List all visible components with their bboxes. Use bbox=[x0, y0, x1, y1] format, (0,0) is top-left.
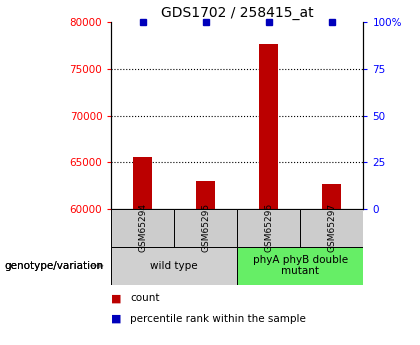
Text: genotype/variation: genotype/variation bbox=[4, 261, 103, 270]
Bar bbox=[111, 209, 174, 247]
Bar bbox=[260, 44, 278, 209]
Text: count: count bbox=[130, 294, 160, 303]
Text: GSM65297: GSM65297 bbox=[327, 203, 336, 252]
Bar bbox=[111, 247, 237, 285]
Text: ■: ■ bbox=[111, 314, 122, 324]
Bar bbox=[237, 209, 300, 247]
Bar bbox=[174, 209, 237, 247]
Bar bbox=[134, 157, 152, 209]
Text: ■: ■ bbox=[111, 294, 122, 303]
Text: GSM65294: GSM65294 bbox=[138, 203, 147, 252]
Bar bbox=[197, 181, 215, 209]
Text: GSM65295: GSM65295 bbox=[201, 203, 210, 252]
Title: GDS1702 / 258415_at: GDS1702 / 258415_at bbox=[161, 6, 314, 20]
Bar bbox=[237, 247, 363, 285]
Text: genotype/variation: genotype/variation bbox=[4, 261, 103, 270]
Text: GSM65296: GSM65296 bbox=[264, 203, 273, 252]
Bar bbox=[300, 209, 363, 247]
Bar bbox=[323, 184, 341, 209]
Text: phyA phyB double
mutant: phyA phyB double mutant bbox=[253, 255, 348, 276]
Text: wild type: wild type bbox=[150, 261, 198, 270]
Text: percentile rank within the sample: percentile rank within the sample bbox=[130, 314, 306, 324]
